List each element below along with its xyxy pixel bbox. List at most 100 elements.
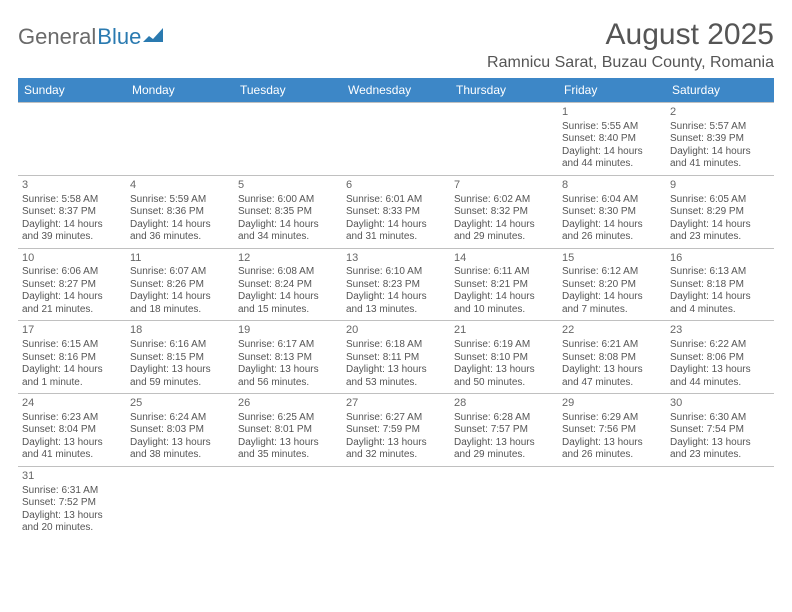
- sunset-line: Sunset: 8:30 PM: [562, 206, 662, 219]
- day-header: Monday: [126, 78, 234, 103]
- sunrise-line: Sunrise: 6:01 AM: [346, 194, 446, 207]
- daylight-line: Daylight: 14 hours and 29 minutes.: [454, 219, 554, 244]
- sunset-line: Sunset: 8:23 PM: [346, 279, 446, 292]
- title-block: August 2025 Ramnicu Sarat, Buzau County,…: [487, 18, 774, 72]
- calendar-day: 17Sunrise: 6:15 AMSunset: 8:16 PMDayligh…: [18, 321, 126, 394]
- calendar-day: 1Sunrise: 5:55 AMSunset: 8:40 PMDaylight…: [558, 103, 666, 176]
- calendar-day: 20Sunrise: 6:18 AMSunset: 8:11 PMDayligh…: [342, 321, 450, 394]
- day-number: 8: [562, 179, 662, 193]
- day-number: 25: [130, 397, 230, 411]
- sunset-line: Sunset: 8:27 PM: [22, 279, 122, 292]
- day-number: 24: [22, 397, 122, 411]
- daylight-line: Daylight: 14 hours and 4 minutes.: [670, 291, 770, 316]
- sunrise-line: Sunrise: 6:11 AM: [454, 266, 554, 279]
- sunrise-line: Sunrise: 6:13 AM: [670, 266, 770, 279]
- sunset-line: Sunset: 8:36 PM: [130, 206, 230, 219]
- sunset-line: Sunset: 8:11 PM: [346, 352, 446, 365]
- sunrise-line: Sunrise: 6:08 AM: [238, 266, 338, 279]
- sunrise-line: Sunrise: 5:59 AM: [130, 194, 230, 207]
- sunrise-line: Sunrise: 5:57 AM: [670, 121, 770, 134]
- sunset-line: Sunset: 8:39 PM: [670, 133, 770, 146]
- sunrise-line: Sunrise: 6:24 AM: [130, 412, 230, 425]
- daylight-line: Daylight: 14 hours and 34 minutes.: [238, 219, 338, 244]
- sunset-line: Sunset: 8:24 PM: [238, 279, 338, 292]
- calendar-day: 3Sunrise: 5:58 AMSunset: 8:37 PMDaylight…: [18, 175, 126, 248]
- sunset-line: Sunset: 8:16 PM: [22, 352, 122, 365]
- sunrise-line: Sunrise: 6:02 AM: [454, 194, 554, 207]
- day-number: 31: [22, 470, 122, 484]
- day-number: 20: [346, 324, 446, 338]
- sunrise-line: Sunrise: 6:10 AM: [346, 266, 446, 279]
- day-header: Saturday: [666, 78, 774, 103]
- sunset-line: Sunset: 8:10 PM: [454, 352, 554, 365]
- calendar-day: 14Sunrise: 6:11 AMSunset: 8:21 PMDayligh…: [450, 248, 558, 321]
- daylight-line: Daylight: 14 hours and 31 minutes.: [346, 219, 446, 244]
- logo-text-blue: Blue: [97, 24, 141, 50]
- sunset-line: Sunset: 8:01 PM: [238, 424, 338, 437]
- calendar-empty: [450, 103, 558, 176]
- sunrise-line: Sunrise: 6:07 AM: [130, 266, 230, 279]
- day-number: 11: [130, 252, 230, 266]
- calendar-week: 31Sunrise: 6:31 AMSunset: 7:52 PMDayligh…: [18, 466, 774, 538]
- sunset-line: Sunset: 7:56 PM: [562, 424, 662, 437]
- calendar-day: 28Sunrise: 6:28 AMSunset: 7:57 PMDayligh…: [450, 394, 558, 467]
- daylight-line: Daylight: 13 hours and 50 minutes.: [454, 364, 554, 389]
- location: Ramnicu Sarat, Buzau County, Romania: [487, 54, 774, 72]
- sunrise-line: Sunrise: 6:22 AM: [670, 339, 770, 352]
- calendar-empty: [126, 103, 234, 176]
- daylight-line: Daylight: 14 hours and 13 minutes.: [346, 291, 446, 316]
- calendar-empty: [342, 466, 450, 538]
- sunrise-line: Sunrise: 6:00 AM: [238, 194, 338, 207]
- sunset-line: Sunset: 8:18 PM: [670, 279, 770, 292]
- sunrise-line: Sunrise: 6:15 AM: [22, 339, 122, 352]
- calendar-day: 25Sunrise: 6:24 AMSunset: 8:03 PMDayligh…: [126, 394, 234, 467]
- day-number: 9: [670, 179, 770, 193]
- day-number: 1: [562, 106, 662, 120]
- day-number: 23: [670, 324, 770, 338]
- day-number: 27: [346, 397, 446, 411]
- daylight-line: Daylight: 13 hours and 53 minutes.: [346, 364, 446, 389]
- calendar-day: 26Sunrise: 6:25 AMSunset: 8:01 PMDayligh…: [234, 394, 342, 467]
- day-number: 29: [562, 397, 662, 411]
- calendar-day: 6Sunrise: 6:01 AMSunset: 8:33 PMDaylight…: [342, 175, 450, 248]
- calendar-day: 24Sunrise: 6:23 AMSunset: 8:04 PMDayligh…: [18, 394, 126, 467]
- calendar-week: 10Sunrise: 6:06 AMSunset: 8:27 PMDayligh…: [18, 248, 774, 321]
- daylight-line: Daylight: 14 hours and 15 minutes.: [238, 291, 338, 316]
- daylight-line: Daylight: 13 hours and 38 minutes.: [130, 437, 230, 462]
- daylight-line: Daylight: 13 hours and 41 minutes.: [22, 437, 122, 462]
- day-number: 14: [454, 252, 554, 266]
- day-number: 26: [238, 397, 338, 411]
- sunset-line: Sunset: 8:29 PM: [670, 206, 770, 219]
- calendar-day: 7Sunrise: 6:02 AMSunset: 8:32 PMDaylight…: [450, 175, 558, 248]
- day-number: 30: [670, 397, 770, 411]
- calendar-day: 22Sunrise: 6:21 AMSunset: 8:08 PMDayligh…: [558, 321, 666, 394]
- sunset-line: Sunset: 8:15 PM: [130, 352, 230, 365]
- sunrise-line: Sunrise: 6:06 AM: [22, 266, 122, 279]
- sunset-line: Sunset: 8:20 PM: [562, 279, 662, 292]
- sunset-line: Sunset: 8:08 PM: [562, 352, 662, 365]
- calendar-week: 1Sunrise: 5:55 AMSunset: 8:40 PMDaylight…: [18, 103, 774, 176]
- daylight-line: Daylight: 14 hours and 39 minutes.: [22, 219, 122, 244]
- sunset-line: Sunset: 7:59 PM: [346, 424, 446, 437]
- sunset-line: Sunset: 7:54 PM: [670, 424, 770, 437]
- calendar-empty: [126, 466, 234, 538]
- sunrise-line: Sunrise: 6:29 AM: [562, 412, 662, 425]
- sunrise-line: Sunrise: 6:27 AM: [346, 412, 446, 425]
- calendar-day: 30Sunrise: 6:30 AMSunset: 7:54 PMDayligh…: [666, 394, 774, 467]
- calendar-day: 21Sunrise: 6:19 AMSunset: 8:10 PMDayligh…: [450, 321, 558, 394]
- day-number: 15: [562, 252, 662, 266]
- sunrise-line: Sunrise: 6:31 AM: [22, 485, 122, 498]
- sunset-line: Sunset: 8:40 PM: [562, 133, 662, 146]
- sunset-line: Sunset: 8:13 PM: [238, 352, 338, 365]
- sunrise-line: Sunrise: 5:55 AM: [562, 121, 662, 134]
- calendar-day: 10Sunrise: 6:06 AMSunset: 8:27 PMDayligh…: [18, 248, 126, 321]
- day-number: 16: [670, 252, 770, 266]
- sunset-line: Sunset: 8:21 PM: [454, 279, 554, 292]
- calendar-empty: [450, 466, 558, 538]
- daylight-line: Daylight: 13 hours and 47 minutes.: [562, 364, 662, 389]
- day-number: 28: [454, 397, 554, 411]
- daylight-line: Daylight: 13 hours and 59 minutes.: [130, 364, 230, 389]
- daylight-line: Daylight: 13 hours and 56 minutes.: [238, 364, 338, 389]
- calendar-empty: [342, 103, 450, 176]
- sunset-line: Sunset: 8:37 PM: [22, 206, 122, 219]
